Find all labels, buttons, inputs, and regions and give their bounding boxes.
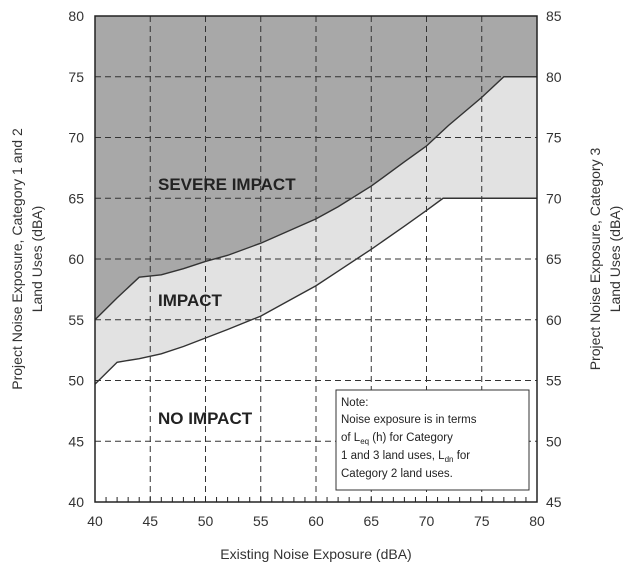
y-left-axis-title-line-2: Land Uses (dBA)	[29, 206, 45, 313]
note-line-5: Category 2 land uses.	[341, 468, 453, 480]
impact-label: IMPACT	[158, 291, 223, 310]
severe-impact-threshold-line	[94, 76, 537, 321]
x-tick-label: 45	[142, 513, 158, 529]
y-right-tick-label: 50	[546, 433, 562, 449]
y-left-tick-label: 40	[68, 494, 84, 510]
x-tick-label: 65	[363, 513, 379, 529]
y-right-tick-label: 45	[546, 494, 562, 510]
y-right-tick-label: 55	[546, 373, 562, 389]
y-left-tick-label: 60	[68, 251, 84, 267]
y-right-axis-title-line-2: Land Uses (dBA)	[607, 206, 623, 313]
y-right-tick-label: 65	[546, 251, 562, 267]
threshold-curves	[94, 76, 537, 385]
x-tick-label: 40	[87, 513, 103, 529]
x-axis-title: Existing Noise Exposure (dBA)	[220, 546, 411, 562]
y-left-tick-labels: 40 45 50 55 60 65 70 75 80	[68, 8, 84, 510]
x-tick-label: 75	[474, 513, 490, 529]
impact-threshold-line	[94, 197, 537, 385]
note-line-4: 1 and 3 land uses, Ldn for	[341, 450, 470, 464]
y-left-tick-label: 55	[68, 312, 84, 328]
y-right-tick-label: 80	[546, 69, 562, 85]
y-right-tick-label: 85	[546, 8, 562, 24]
note-box-frame	[335, 389, 530, 491]
x-tick-label: 50	[198, 513, 214, 529]
x-tick-label: 70	[419, 513, 435, 529]
note-line-2: Noise exposure is in terms	[341, 414, 477, 426]
severe-impact-label: SEVERE IMPACT	[158, 175, 296, 194]
y-left-tick-label: 50	[68, 373, 84, 389]
y-left-tick-label: 65	[68, 190, 84, 206]
x-tick-label: 55	[253, 513, 269, 529]
y-left-tick-label: 70	[68, 130, 84, 146]
y-right-tick-label: 75	[546, 130, 562, 146]
y-left-tick-label: 45	[68, 433, 84, 449]
y-left-tick-label: 80	[68, 8, 84, 24]
y-left-axis-title-line-1: Project Noise Exposure, Category 1 and 2	[9, 128, 25, 390]
y-right-tick-label: 60	[546, 312, 562, 328]
note-box: Note: Noise exposure is in terms of Leq …	[335, 389, 530, 491]
x-tick-labels: 40 45 50 55 60 65 70 75 80	[87, 513, 545, 529]
minor-ticks	[94, 497, 538, 502]
note-line-1: Note:	[341, 397, 369, 409]
no-impact-label: NO IMPACT	[158, 409, 253, 428]
y-right-axis-title-line-1: Project Noise Exposure, Category 3	[587, 148, 603, 371]
note-line-3: of Leq (h) for Category	[341, 432, 453, 446]
y-right-tick-labels: 45 50 55 60 65 70 75 80 85	[546, 8, 562, 510]
y-right-tick-label: 70	[546, 190, 562, 206]
x-tick-label: 80	[529, 513, 545, 529]
y-left-tick-label: 75	[68, 69, 84, 85]
x-tick-label: 60	[308, 513, 324, 529]
